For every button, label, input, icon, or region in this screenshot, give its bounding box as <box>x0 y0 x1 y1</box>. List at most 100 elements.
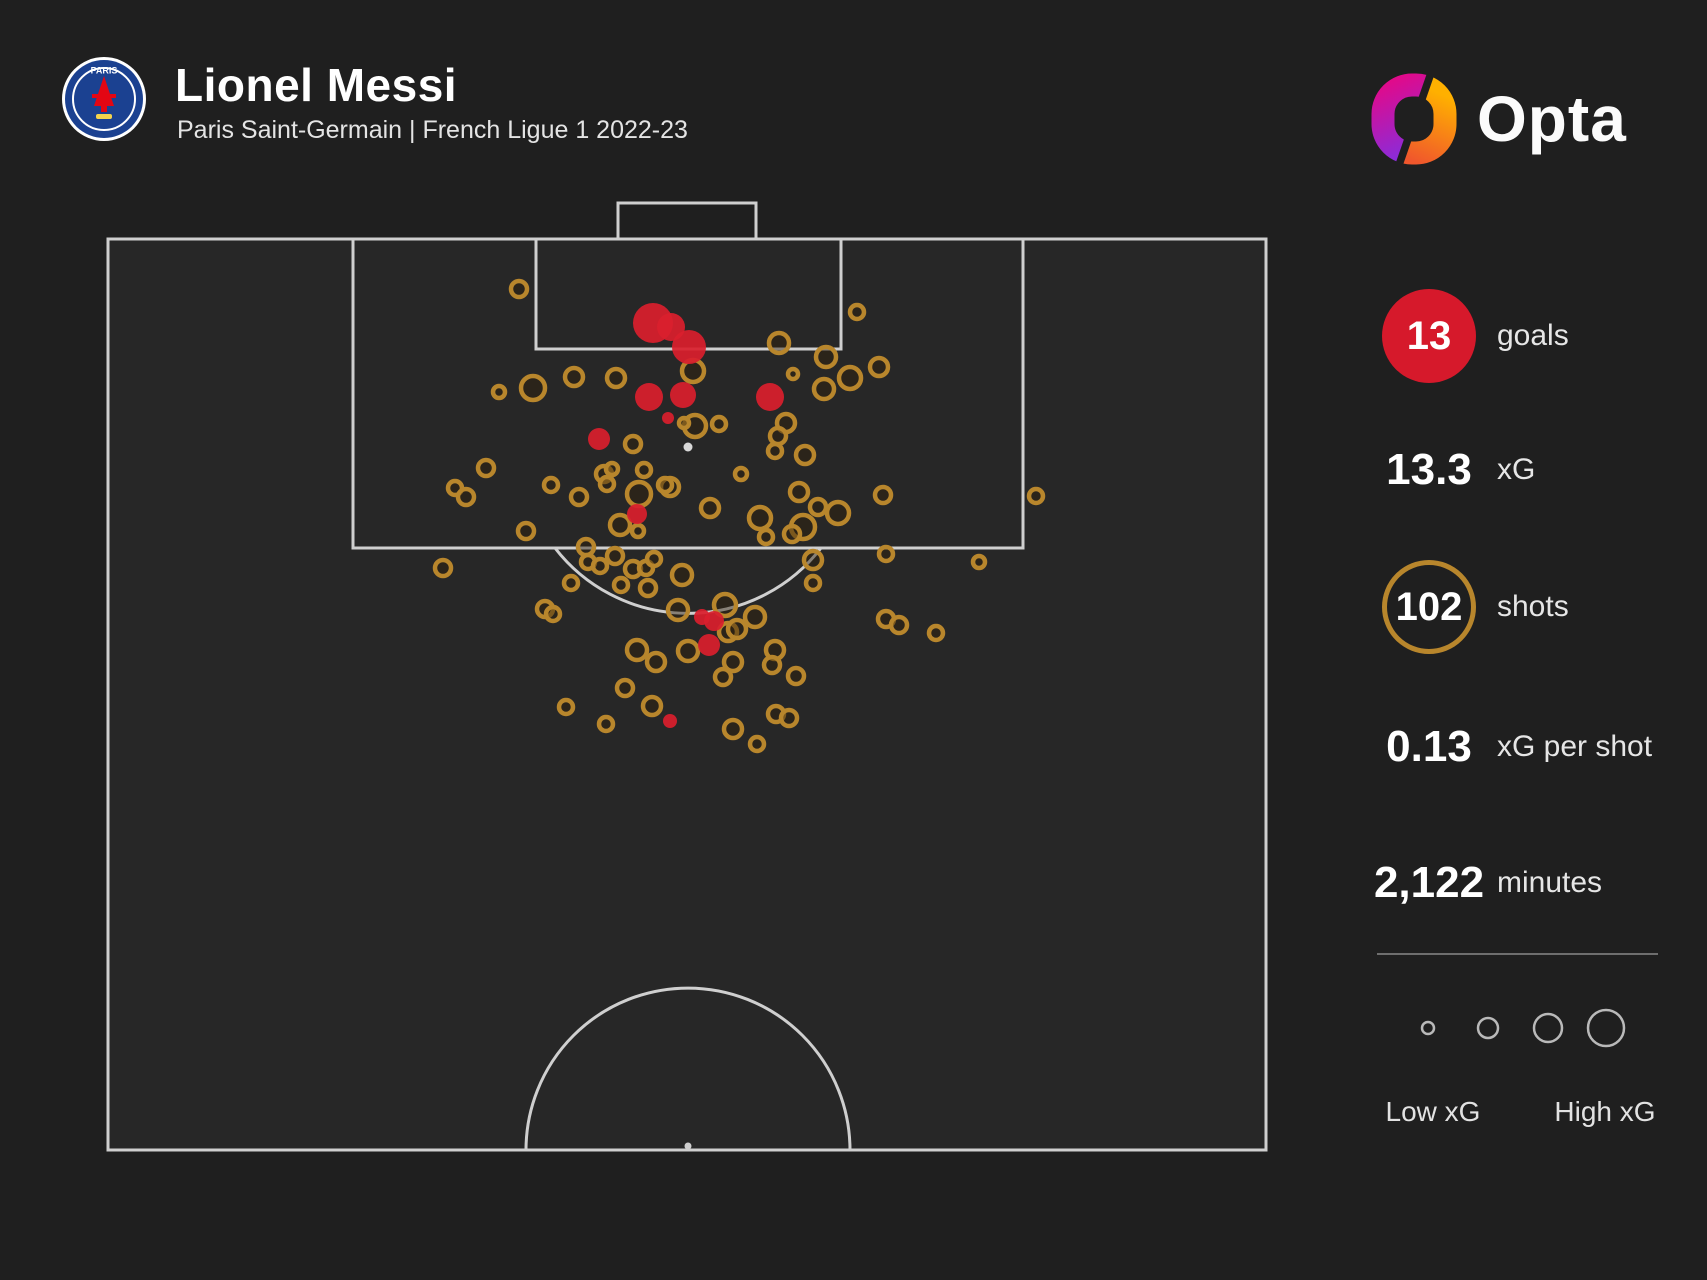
opta-logo-icon <box>1371 73 1457 165</box>
shot-marker <box>785 366 801 382</box>
goal-marker <box>663 714 677 728</box>
goal-frame <box>616 201 758 241</box>
shot-marker <box>807 496 829 518</box>
shot-marker <box>575 536 597 558</box>
shot-marker <box>761 654 783 676</box>
shot-marker <box>490 383 508 401</box>
shot-marker <box>778 707 800 729</box>
shot-marker <box>596 714 616 734</box>
shot-marker <box>603 460 621 478</box>
stat-row-goals: 13 goals <box>1280 286 1700 386</box>
shot-marker <box>614 677 636 699</box>
shot-marker <box>637 577 659 599</box>
shot-marker <box>813 344 839 370</box>
page-subtitle: Paris Saint-Germain | French Ligue 1 202… <box>177 116 688 144</box>
shot-marker <box>669 562 695 588</box>
shot-marker <box>781 523 803 545</box>
shot-marker <box>675 638 701 664</box>
shot-marker <box>543 604 563 624</box>
shot-marker <box>624 637 650 663</box>
legend-size-ring <box>1476 1016 1500 1040</box>
goals-badge: 13 <box>1382 289 1476 383</box>
goal-marker <box>588 428 610 450</box>
shot-marker <box>811 376 837 402</box>
shot-marker <box>515 520 537 542</box>
shot-marker <box>712 666 734 688</box>
goal-marker <box>704 611 724 631</box>
shot-marker <box>803 573 823 593</box>
goal-marker <box>672 330 706 364</box>
shot-marker <box>644 650 668 674</box>
shot-marker <box>721 717 745 741</box>
shot-marker <box>787 480 811 504</box>
shot-marker <box>475 457 497 479</box>
shot-marker <box>801 548 825 572</box>
shot-marker <box>746 504 774 532</box>
shot-marker <box>742 604 768 630</box>
goal-marker <box>698 634 720 656</box>
shot-marker <box>698 496 722 520</box>
shot-marker <box>836 364 864 392</box>
shot-marker <box>640 694 664 718</box>
shot-marker <box>622 433 644 455</box>
shot-marker <box>709 414 729 434</box>
minutes-value: 2,122 <box>1373 858 1485 907</box>
legend-high-label: High xG <box>1554 1096 1656 1127</box>
shot-marker <box>766 330 792 356</box>
penalty-box <box>351 237 1025 550</box>
goal-marker <box>670 382 696 408</box>
shot-marker <box>590 556 610 576</box>
legend-size-ring <box>1586 1008 1626 1048</box>
shot-marker <box>756 527 776 547</box>
shot-marker <box>867 355 891 379</box>
centre-spot <box>684 1142 692 1150</box>
shots-badge: 102 <box>1382 560 1476 654</box>
goal-marker <box>627 504 647 524</box>
shot-marker <box>629 522 647 540</box>
xg-label: xG <box>1497 453 1536 486</box>
shot-marker <box>644 549 664 569</box>
shot-marker <box>655 475 675 495</box>
club-badge-text: PARIS <box>91 66 118 76</box>
goals-label: goals <box>1497 319 1569 352</box>
shot-marker <box>541 475 561 495</box>
shot-marker <box>1026 486 1046 506</box>
shots-label: shots <box>1497 590 1569 623</box>
shot-marker <box>721 650 745 674</box>
shot-marker <box>562 365 586 389</box>
psg-club-badge: PARIS <box>62 57 146 141</box>
shot-marker <box>732 465 750 483</box>
shot-marker <box>725 617 749 641</box>
shot-marker <box>611 575 631 595</box>
shot-marker <box>785 665 807 687</box>
goal-marker <box>756 383 784 411</box>
shot-marker <box>561 573 581 593</box>
shot-marker <box>556 697 576 717</box>
shot-marker <box>926 623 946 643</box>
shot-marker <box>793 443 817 467</box>
legend-size-ring <box>1532 1012 1564 1044</box>
shot-marker <box>876 544 896 564</box>
shot-marker <box>767 425 789 447</box>
legend-size-ring <box>1420 1020 1436 1036</box>
opta-wordmark: Opta <box>1477 83 1627 155</box>
shot-marker <box>824 499 852 527</box>
minutes-label: minutes <box>1497 866 1603 899</box>
shot-marker <box>872 484 894 506</box>
shot-marker <box>970 553 988 571</box>
xg-per-shot-value: 0.13 <box>1386 722 1472 771</box>
shot-marker <box>888 614 910 636</box>
shot-marker <box>432 557 454 579</box>
shot-marker <box>604 545 626 567</box>
shot-marker <box>634 460 654 480</box>
centre-circle <box>524 986 852 1151</box>
goal-marker <box>635 383 663 411</box>
shot-marker <box>676 415 692 431</box>
stat-row-shots: 102 shots <box>1280 557 1700 657</box>
shot-marker <box>765 441 785 461</box>
shot-marker <box>508 278 530 300</box>
shot-marker <box>624 479 654 509</box>
stats-divider <box>1377 953 1658 955</box>
